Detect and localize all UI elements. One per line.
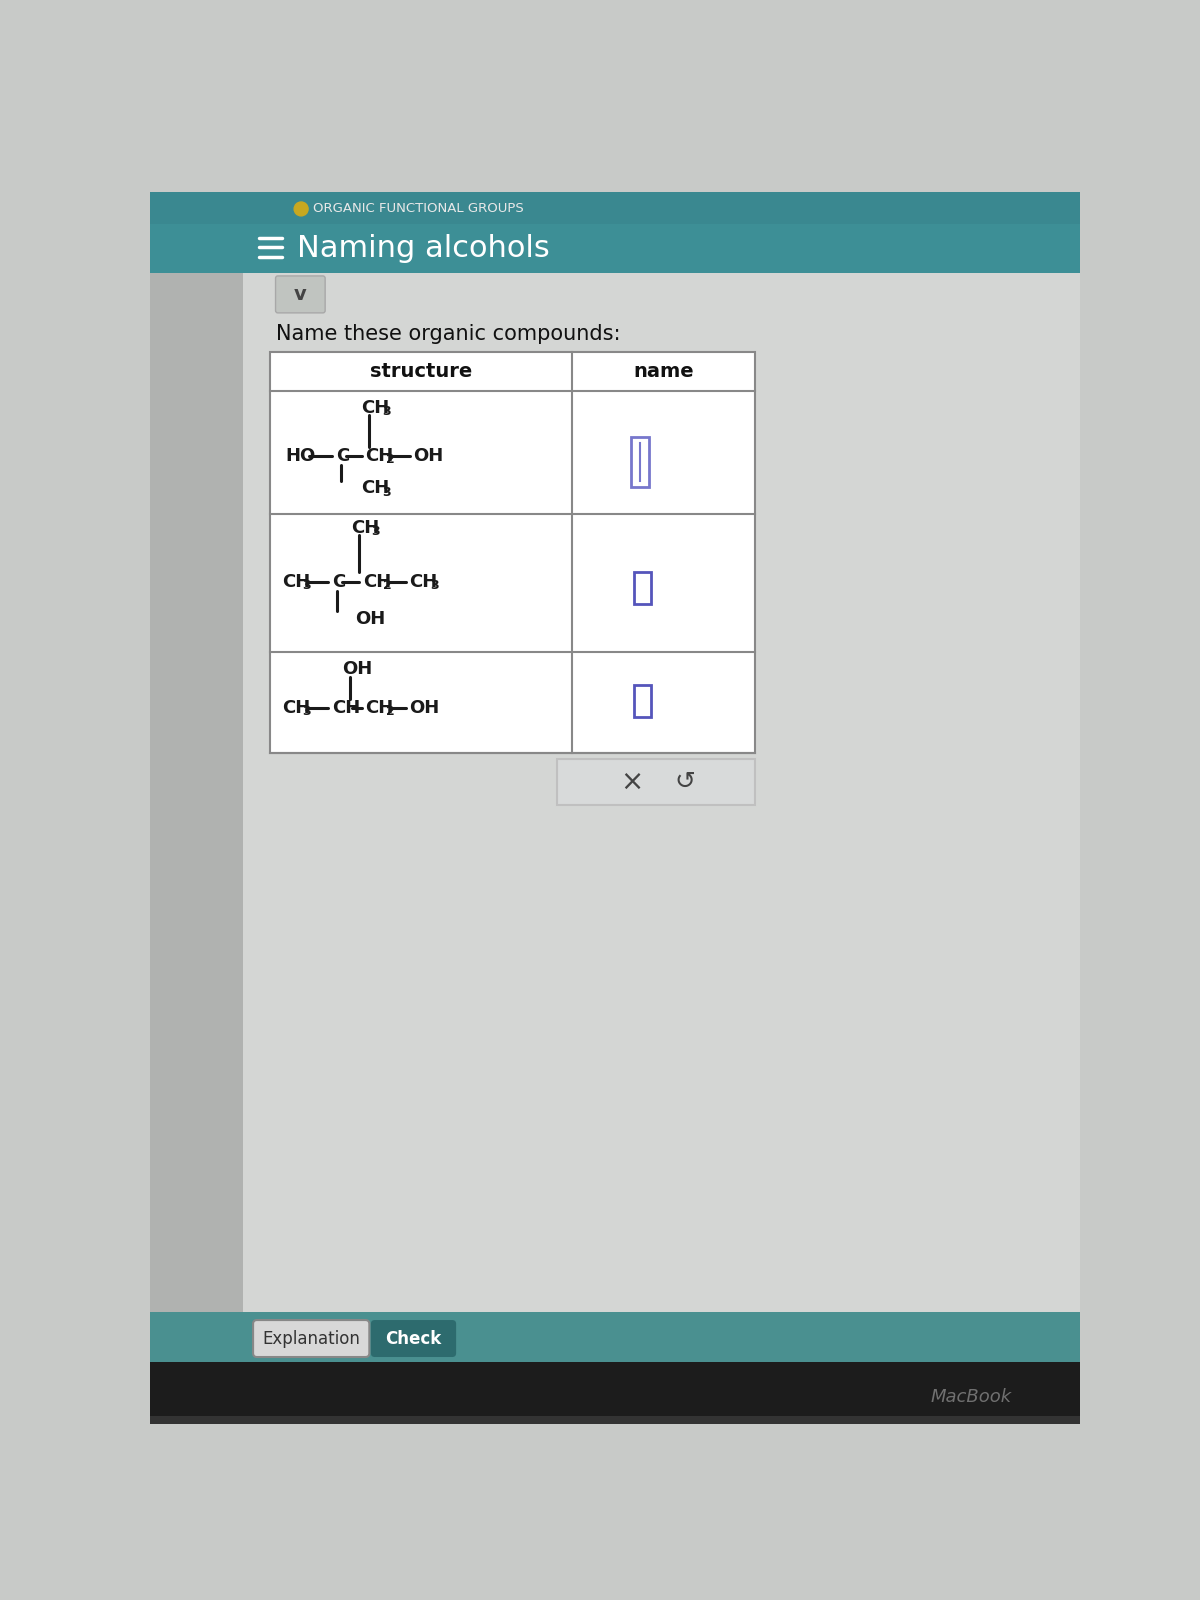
Text: ↺: ↺: [674, 770, 696, 794]
FancyBboxPatch shape: [276, 275, 325, 314]
Text: C: C: [336, 446, 349, 466]
FancyBboxPatch shape: [253, 1320, 370, 1357]
Text: 3: 3: [372, 525, 380, 538]
Bar: [150, 1416, 1080, 1424]
Text: CH: CH: [361, 398, 390, 416]
Bar: [150, 1312, 1080, 1363]
Bar: [557, 758, 755, 805]
Bar: [635, 571, 652, 603]
Text: CH: CH: [364, 573, 391, 590]
Text: CH: CH: [332, 699, 360, 717]
Text: Name these organic compounds:: Name these organic compounds:: [276, 325, 620, 344]
Text: 3: 3: [302, 706, 311, 718]
Text: MacBook: MacBook: [931, 1389, 1012, 1406]
Bar: [150, 192, 1080, 224]
Text: 3: 3: [302, 579, 311, 592]
Text: Explanation: Explanation: [263, 1330, 360, 1347]
Text: CH: CH: [366, 446, 394, 466]
Text: name: name: [634, 362, 694, 381]
Bar: [150, 1363, 1080, 1424]
Text: structure: structure: [370, 362, 473, 381]
Text: 3: 3: [430, 579, 438, 592]
Text: 3: 3: [382, 405, 390, 418]
Text: OH: OH: [355, 610, 385, 627]
Text: CH: CH: [352, 518, 379, 536]
Text: C: C: [332, 573, 346, 590]
Circle shape: [294, 202, 308, 216]
Bar: [635, 685, 652, 717]
Text: CH: CH: [282, 573, 310, 590]
Text: 3: 3: [382, 486, 390, 499]
Bar: [630, 437, 649, 486]
Text: ×: ×: [620, 768, 643, 795]
Text: CH: CH: [409, 573, 438, 590]
Text: OH: OH: [409, 699, 440, 717]
Text: HO: HO: [286, 446, 316, 466]
Text: ORGANIC FUNCTIONAL GROUPS: ORGANIC FUNCTIONAL GROUPS: [313, 203, 523, 216]
Bar: [270, 352, 755, 752]
FancyBboxPatch shape: [371, 1320, 456, 1357]
Text: 2: 2: [383, 579, 392, 592]
Text: OH: OH: [414, 446, 444, 466]
Text: 2: 2: [385, 453, 395, 467]
Bar: [150, 192, 242, 1424]
Text: v: v: [294, 285, 307, 304]
Text: CH: CH: [361, 480, 390, 498]
Text: CH: CH: [282, 699, 310, 717]
Text: Naming alcohols: Naming alcohols: [298, 235, 550, 264]
Text: CH: CH: [366, 699, 394, 717]
Bar: [150, 192, 1080, 274]
Text: OH: OH: [342, 661, 372, 678]
Bar: [242, 274, 1080, 1312]
Text: 2: 2: [385, 706, 395, 718]
Text: Check: Check: [385, 1330, 442, 1347]
